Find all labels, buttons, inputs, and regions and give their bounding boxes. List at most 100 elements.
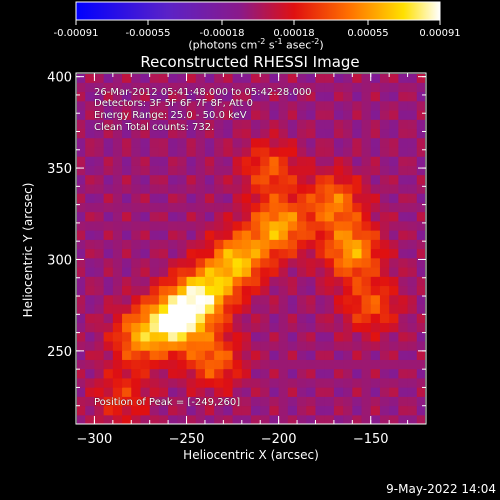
heatmap-cell [278, 193, 289, 203]
heatmap-cell [324, 239, 335, 250]
heatmap-cell [379, 405, 390, 416]
heatmap-cell [389, 359, 399, 370]
plot-frame [75, 72, 427, 425]
heatmap-cell [389, 396, 399, 407]
heatmap-cell [269, 387, 280, 397]
heatmap-cell [85, 128, 96, 139]
heatmap-cell [241, 303, 252, 314]
heatmap-cell [287, 165, 298, 176]
heatmap-cell [94, 294, 105, 305]
heatmap-cell [94, 248, 105, 259]
heatmap-cell [85, 156, 96, 166]
heatmap-cell [315, 331, 326, 342]
heatmap-cell [77, 322, 86, 333]
heatmap-cell [223, 405, 234, 416]
heatmap-cell [361, 368, 372, 379]
heatmap-cell [112, 276, 123, 287]
heatmap-cell [260, 174, 271, 185]
y-tick-label: 400 [47, 71, 72, 86]
heatmap-cell [122, 100, 132, 111]
heatmap-cell [389, 146, 399, 157]
heatmap-cell [241, 331, 252, 342]
heatmap-cell [315, 82, 326, 93]
heatmap-cell [306, 414, 317, 424]
heatmap-cell [352, 414, 363, 424]
heatmap-cell [223, 128, 234, 139]
heatmap-cell [131, 82, 142, 93]
heatmap-cell [94, 165, 105, 176]
heatmap-cell [131, 276, 142, 287]
heatmap-cell [168, 303, 178, 314]
heatmap-cell [241, 119, 252, 130]
heatmap-cell [416, 211, 425, 222]
heatmap-cell [278, 350, 289, 360]
heatmap-cell [140, 248, 151, 259]
heatmap-cell [112, 82, 123, 93]
heatmap-cell [352, 350, 363, 360]
heatmap-cell [398, 331, 409, 342]
heatmap-cell [324, 146, 335, 157]
heatmap-cell [94, 266, 105, 277]
heatmap-cell [241, 294, 252, 305]
heatmap-cell [232, 82, 243, 93]
heatmap-cell [407, 193, 418, 203]
heatmap-cell [140, 100, 151, 111]
heatmap-cell [297, 368, 307, 379]
heatmap-cell [122, 156, 132, 166]
heatmap-cell [77, 183, 86, 194]
heatmap-cell [186, 193, 197, 203]
heatmap-cell [85, 109, 96, 120]
heatmap-cell [177, 248, 188, 259]
heatmap-cell [379, 387, 390, 397]
heatmap-cell [122, 285, 132, 296]
heatmap-cell [260, 257, 271, 268]
heatmap-cell [131, 128, 142, 139]
heatmap-cell [122, 340, 132, 351]
heatmap-cell [251, 239, 261, 250]
heatmap-cell [112, 165, 123, 176]
heatmap-cell [389, 257, 399, 268]
heatmap-cell [158, 109, 169, 120]
heatmap-cell [158, 248, 169, 259]
heatmap-cell [361, 414, 372, 424]
heatmap-cell [195, 174, 206, 185]
heatmap-cell [370, 322, 381, 333]
heatmap-cell [103, 211, 114, 222]
heatmap-cell [94, 74, 105, 83]
heatmap-cell [306, 294, 317, 305]
heatmap-cell [103, 82, 114, 93]
heatmap-cell [297, 109, 307, 120]
heatmap-cell [278, 368, 289, 379]
heatmap-cell [77, 119, 86, 130]
heatmap-cell [77, 91, 86, 102]
heatmap-cell [379, 257, 390, 268]
heatmap-cell [333, 266, 344, 277]
heatmap-cell [278, 257, 289, 268]
heatmap-cell [94, 156, 105, 166]
heatmap-cell [269, 322, 280, 333]
heatmap-cell [223, 82, 234, 93]
heatmap-cell [260, 350, 271, 360]
heatmap-cell [140, 211, 151, 222]
heatmap-cell [232, 322, 243, 333]
heatmap-cell [324, 230, 335, 240]
heatmap-cell [379, 303, 390, 314]
heatmap-cell [315, 239, 326, 250]
heatmap-cell [158, 377, 169, 388]
heatmap-cell [77, 377, 86, 388]
heatmap-cell [112, 377, 123, 388]
heatmap-cell [214, 331, 224, 342]
heatmap-cell [251, 340, 261, 351]
heatmap-cell [204, 405, 215, 416]
heatmap-cell [306, 211, 317, 222]
heatmap-cell [214, 230, 224, 240]
heatmap-cell [122, 119, 132, 130]
heatmap-cell [416, 276, 425, 287]
heatmap-cell [168, 137, 178, 148]
heatmap-cell [416, 82, 425, 93]
heatmap-cell [297, 266, 307, 277]
heatmap-cell [278, 322, 289, 333]
heatmap-cell [112, 359, 123, 370]
heatmap-cell [112, 109, 123, 120]
heatmap-cell [361, 202, 372, 213]
